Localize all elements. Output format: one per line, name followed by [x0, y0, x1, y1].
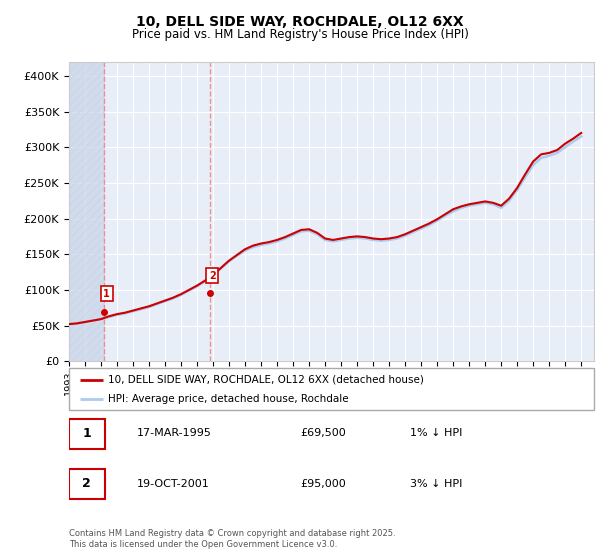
Text: 3% ↓ HPI: 3% ↓ HPI [410, 479, 463, 489]
Text: 1: 1 [82, 427, 91, 440]
Text: 10, DELL SIDE WAY, ROCHDALE, OL12 6XX: 10, DELL SIDE WAY, ROCHDALE, OL12 6XX [136, 15, 464, 29]
Text: 1% ↓ HPI: 1% ↓ HPI [410, 428, 463, 438]
Text: 1: 1 [103, 289, 110, 299]
Bar [69, 62, 104, 361]
FancyBboxPatch shape [69, 469, 105, 500]
Text: 2: 2 [209, 270, 215, 281]
Text: 19-OCT-2001: 19-OCT-2001 [137, 479, 210, 489]
Text: 10, DELL SIDE WAY, ROCHDALE, OL12 6XX (detached house): 10, DELL SIDE WAY, ROCHDALE, OL12 6XX (d… [109, 375, 424, 385]
Text: £69,500: £69,500 [300, 428, 346, 438]
Text: £95,000: £95,000 [300, 479, 346, 489]
Text: Contains HM Land Registry data © Crown copyright and database right 2025.
This d: Contains HM Land Registry data © Crown c… [69, 529, 395, 549]
Text: 17-MAR-1995: 17-MAR-1995 [137, 428, 212, 438]
Text: HPI: Average price, detached house, Rochdale: HPI: Average price, detached house, Roch… [109, 394, 349, 404]
Text: 2: 2 [82, 477, 91, 491]
FancyBboxPatch shape [69, 418, 105, 449]
Text: Price paid vs. HM Land Registry's House Price Index (HPI): Price paid vs. HM Land Registry's House … [131, 28, 469, 41]
FancyBboxPatch shape [69, 368, 594, 410]
